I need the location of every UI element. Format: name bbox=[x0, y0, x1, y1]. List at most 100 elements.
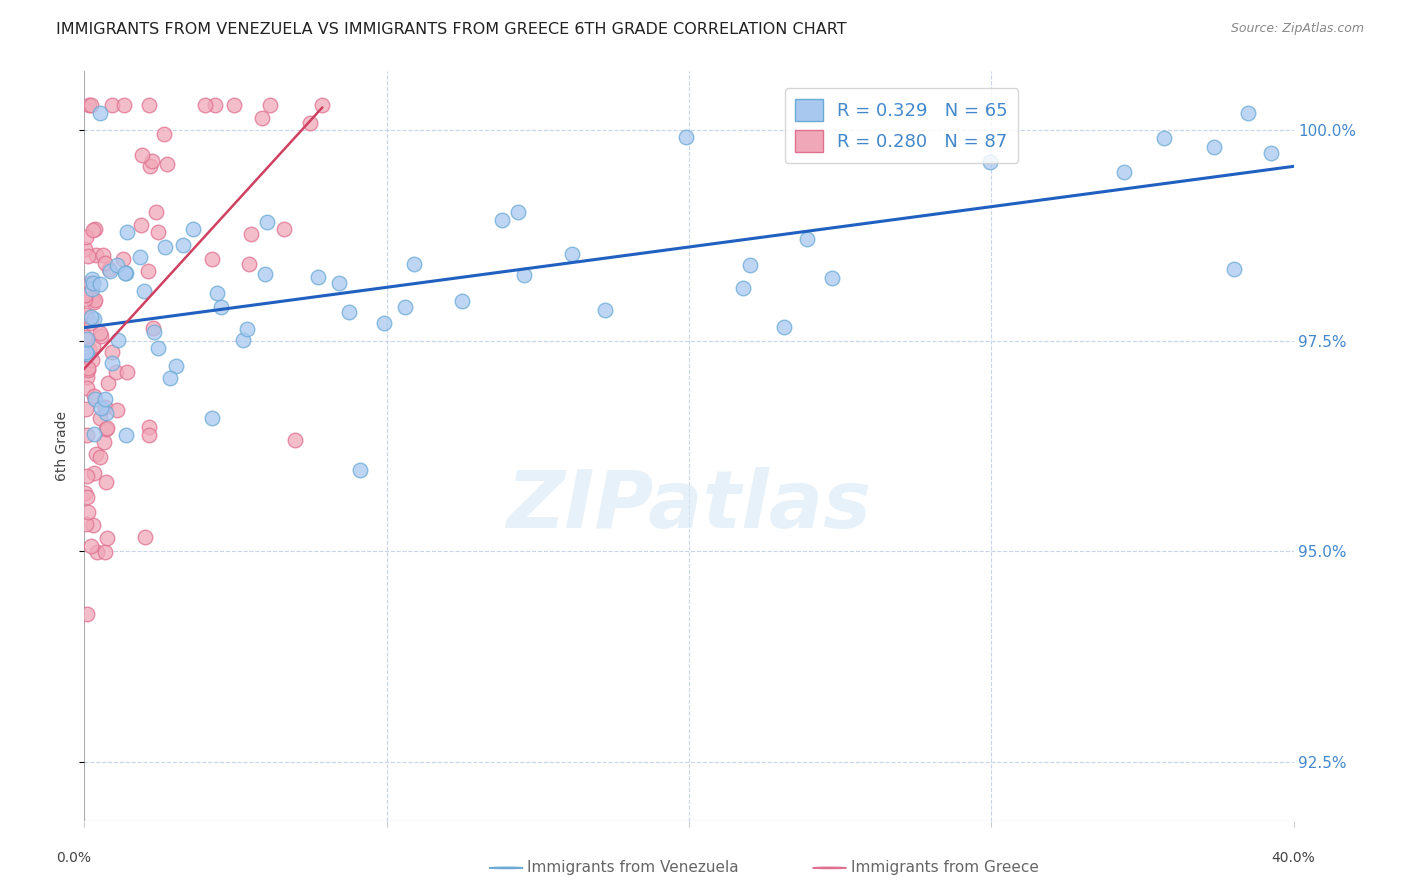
Point bbox=[979, 155, 1001, 169]
Point bbox=[94, 422, 117, 436]
Point bbox=[83, 427, 105, 442]
Point bbox=[142, 320, 165, 334]
Point bbox=[240, 227, 263, 241]
Point bbox=[75, 486, 97, 500]
Point bbox=[394, 301, 416, 315]
Point bbox=[209, 300, 232, 314]
Legend: R = 0.329   N = 65, R = 0.280   N = 87: R = 0.329 N = 65, R = 0.280 N = 87 bbox=[785, 88, 1018, 162]
Point bbox=[273, 222, 295, 236]
Text: 0.0%: 0.0% bbox=[56, 851, 91, 865]
Point bbox=[89, 277, 111, 292]
Point bbox=[76, 347, 98, 361]
Point bbox=[82, 518, 104, 533]
Point bbox=[111, 252, 134, 266]
Point bbox=[107, 333, 129, 347]
Point bbox=[79, 276, 101, 290]
Point bbox=[76, 310, 98, 325]
Point bbox=[76, 370, 98, 384]
Point bbox=[138, 159, 160, 173]
Point bbox=[73, 242, 96, 256]
Point bbox=[89, 450, 111, 464]
Point bbox=[82, 276, 104, 290]
Point bbox=[101, 356, 124, 370]
Point bbox=[129, 218, 152, 232]
Point bbox=[76, 428, 98, 442]
Point bbox=[84, 446, 107, 460]
Point bbox=[284, 433, 307, 447]
Point bbox=[80, 539, 103, 553]
Point bbox=[105, 365, 128, 379]
Point bbox=[796, 232, 818, 246]
Point bbox=[80, 316, 103, 330]
Point bbox=[373, 316, 395, 330]
Point bbox=[132, 284, 155, 298]
Point bbox=[76, 469, 98, 483]
Point bbox=[76, 381, 98, 395]
Point bbox=[80, 310, 103, 324]
Point bbox=[114, 266, 136, 280]
Point bbox=[114, 267, 136, 281]
Point bbox=[141, 153, 163, 168]
Point bbox=[159, 371, 181, 385]
Point bbox=[152, 128, 174, 142]
Point bbox=[76, 607, 98, 622]
Point bbox=[82, 339, 104, 353]
Point bbox=[77, 361, 100, 376]
Point bbox=[94, 255, 117, 269]
Point bbox=[238, 258, 260, 272]
Point bbox=[143, 325, 166, 339]
Point bbox=[307, 270, 329, 285]
Point bbox=[593, 303, 616, 318]
Text: Source: ZipAtlas.com: Source: ZipAtlas.com bbox=[1230, 22, 1364, 36]
Point bbox=[772, 319, 794, 334]
Point bbox=[675, 130, 697, 145]
Point bbox=[138, 98, 160, 112]
Point bbox=[145, 205, 167, 219]
Point bbox=[252, 111, 274, 125]
Point bbox=[89, 411, 111, 425]
Point bbox=[148, 341, 170, 355]
Point bbox=[561, 246, 583, 260]
Point bbox=[337, 305, 360, 319]
Point bbox=[506, 205, 529, 219]
Point bbox=[224, 98, 246, 112]
Point bbox=[491, 212, 513, 227]
Point bbox=[77, 342, 100, 356]
Point bbox=[77, 505, 100, 519]
Point bbox=[98, 263, 121, 277]
Point bbox=[138, 420, 160, 434]
Point bbox=[84, 248, 107, 262]
Point bbox=[94, 406, 117, 420]
Point bbox=[451, 294, 474, 309]
Point bbox=[94, 392, 117, 406]
Y-axis label: 6th Grade: 6th Grade bbox=[55, 411, 69, 481]
Point bbox=[105, 258, 128, 272]
Point bbox=[96, 531, 118, 545]
Point bbox=[513, 268, 536, 283]
Point bbox=[75, 292, 97, 306]
Point bbox=[129, 250, 152, 264]
Point bbox=[1153, 131, 1175, 145]
Point bbox=[148, 225, 170, 239]
Point bbox=[80, 272, 103, 286]
Point bbox=[96, 421, 118, 435]
Point bbox=[201, 252, 224, 266]
Point bbox=[172, 238, 194, 252]
Point bbox=[82, 223, 104, 237]
Point bbox=[77, 249, 100, 263]
Point bbox=[76, 491, 98, 505]
Point bbox=[138, 427, 160, 442]
Point bbox=[82, 292, 104, 306]
Text: ZIPatlas: ZIPatlas bbox=[506, 467, 872, 545]
Point bbox=[94, 401, 117, 415]
Point bbox=[112, 98, 135, 112]
Point bbox=[232, 333, 254, 347]
Point bbox=[207, 286, 229, 301]
Point bbox=[349, 463, 371, 477]
Point bbox=[80, 98, 103, 112]
Point bbox=[83, 389, 105, 403]
Point bbox=[1202, 140, 1225, 154]
Point bbox=[204, 98, 226, 112]
Point bbox=[1223, 261, 1246, 276]
Point bbox=[83, 295, 105, 310]
